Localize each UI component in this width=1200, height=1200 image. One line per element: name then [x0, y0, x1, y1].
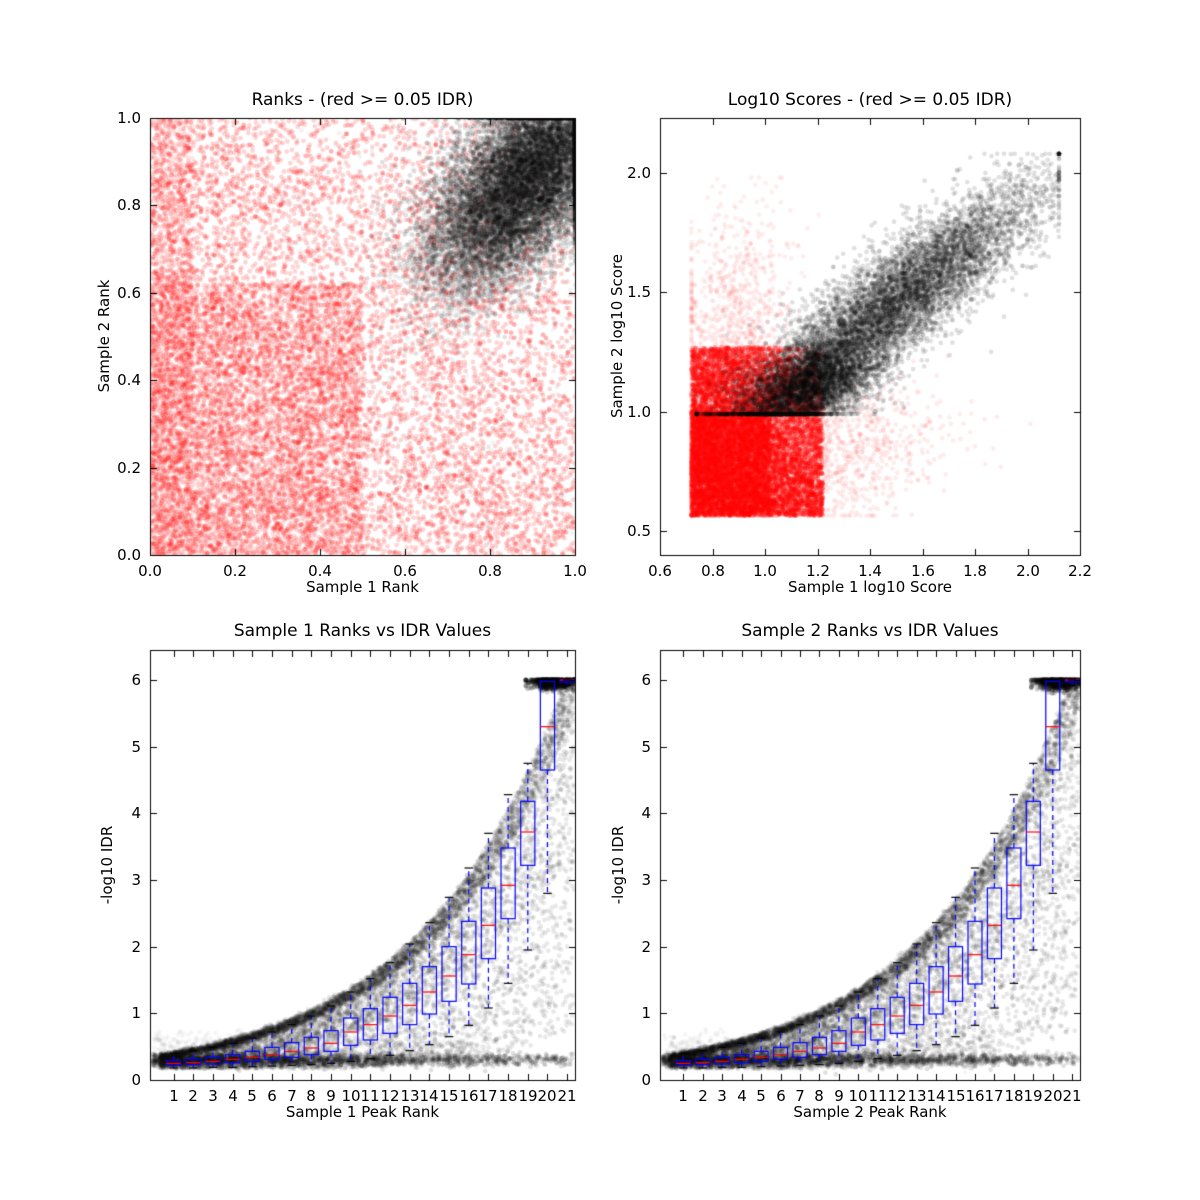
- y-tick-label: 0: [641, 1071, 651, 1089]
- x-tick-label: 5: [247, 1087, 257, 1105]
- x-tick-label: 3: [717, 1087, 727, 1105]
- x-tick-label: 11: [868, 1087, 888, 1105]
- scores-plot-title: Log10 Scores - (red >= 0.05 IDR): [727, 90, 1013, 110]
- x-tick-label: 8: [306, 1087, 316, 1105]
- x-tick-label: 13: [907, 1087, 927, 1105]
- y-tick-label: 2: [131, 938, 141, 956]
- y-tick-label: 0: [131, 1071, 141, 1089]
- x-tick-label: 1: [169, 1087, 179, 1105]
- x-tick-label: 4: [228, 1087, 238, 1105]
- x-tick-label: 0.8: [701, 562, 725, 580]
- x-tick-label: 15: [946, 1087, 966, 1105]
- sample2-idr-plot-title: Sample 2 Ranks vs IDR Values: [741, 621, 999, 641]
- x-tick-label: 9: [326, 1087, 336, 1105]
- x-tick-label: 16: [459, 1087, 479, 1105]
- x-tick-label: 0.2: [223, 562, 247, 580]
- y-tick-label: 6: [641, 671, 651, 689]
- sample2-idr-plot-xlabel: Sample 2 Peak Rank: [793, 1103, 947, 1121]
- x-tick-label: 13: [400, 1087, 420, 1105]
- x-tick-label: 20: [1043, 1087, 1063, 1105]
- x-tick-label: 5: [756, 1087, 766, 1105]
- sample1-idr-plot-xlabel: Sample 1 Peak Rank: [285, 1103, 440, 1121]
- ranks-plot-title: Ranks - (red >= 0.05 IDR): [251, 90, 474, 110]
- x-tick-label: 7: [287, 1087, 297, 1105]
- x-tick-label: 8: [814, 1087, 824, 1105]
- sample1-idr-plot-title: Sample 1 Ranks vs IDR Values: [233, 621, 492, 641]
- x-tick-label: 6: [776, 1087, 786, 1105]
- y-tick-label: 2: [641, 938, 651, 956]
- x-tick-label: 9: [834, 1087, 844, 1105]
- y-tick-label: 5: [641, 738, 651, 756]
- x-tick-label: 17: [984, 1087, 1004, 1105]
- x-tick-label: 14: [926, 1087, 946, 1105]
- x-tick-label: 18: [498, 1087, 518, 1105]
- y-tick-label: 6: [131, 671, 141, 689]
- y-tick-label: 4: [641, 804, 651, 822]
- x-tick-label: 1.8: [963, 562, 987, 580]
- y-tick-label: 0.4: [117, 371, 141, 389]
- x-tick-label: 21: [1062, 1087, 1082, 1105]
- x-tick-label: 2.2: [1068, 562, 1092, 580]
- x-tick-label: 1.4: [858, 562, 882, 580]
- y-tick-label: 1: [641, 1004, 651, 1022]
- y-tick-label: 4: [131, 804, 141, 822]
- x-tick-label: 20: [537, 1087, 557, 1105]
- x-tick-label: 21: [557, 1087, 577, 1105]
- ranks-plot-xlabel: Sample 1 Rank: [306, 578, 419, 596]
- y-tick-label: 0.2: [117, 459, 141, 477]
- x-tick-label: 16: [965, 1087, 985, 1105]
- x-tick-label: 2: [188, 1087, 198, 1105]
- x-tick-label: 18: [1004, 1087, 1024, 1105]
- y-tick-label: 1.0: [117, 109, 141, 127]
- sample2-idr-plot-ylabel: -log10 IDR: [609, 825, 627, 905]
- x-tick-label: 7: [795, 1087, 805, 1105]
- y-tick-label: 1.5: [627, 283, 651, 301]
- y-tick-label: 1.0: [627, 403, 651, 421]
- x-tick-label: 1.0: [563, 562, 587, 580]
- x-tick-label: 2.0: [1016, 562, 1040, 580]
- x-tick-label: 1.0: [753, 562, 777, 580]
- x-tick-label: 19: [518, 1087, 538, 1105]
- x-tick-label: 6: [267, 1087, 277, 1105]
- x-tick-label: 15: [439, 1087, 459, 1105]
- x-tick-label: 1.2: [806, 562, 830, 580]
- sample1-idr-plot-ylabel: -log10 IDR: [98, 825, 116, 905]
- x-tick-label: 10: [848, 1087, 868, 1105]
- y-tick-label: 3: [641, 871, 651, 889]
- y-tick-label: 0.6: [117, 284, 141, 302]
- x-tick-label: 0.0: [138, 562, 162, 580]
- y-tick-label: 1: [131, 1004, 141, 1022]
- y-tick-label: 2.0: [627, 164, 651, 182]
- scores-plot-ylabel: Sample 2 log10 Score: [608, 253, 626, 419]
- x-tick-label: 3: [208, 1087, 218, 1105]
- y-tick-label: 0.5: [627, 522, 651, 540]
- x-tick-label: 0.6: [648, 562, 672, 580]
- x-tick-label: 14: [419, 1087, 439, 1105]
- x-tick-label: 11: [360, 1087, 380, 1105]
- y-tick-label: 5: [131, 738, 141, 756]
- x-tick-label: 0.8: [478, 562, 502, 580]
- x-tick-label: 12: [380, 1087, 400, 1105]
- x-tick-label: 17: [478, 1087, 498, 1105]
- x-tick-label: 1.6: [911, 562, 935, 580]
- x-tick-label: 0.4: [308, 562, 332, 580]
- x-tick-label: 12: [887, 1087, 907, 1105]
- x-tick-label: 1: [678, 1087, 688, 1105]
- x-tick-label: 10: [341, 1087, 361, 1105]
- x-tick-label: 0.6: [393, 562, 417, 580]
- y-tick-label: 3: [131, 871, 141, 889]
- x-tick-label: 19: [1023, 1087, 1043, 1105]
- x-tick-label: 4: [737, 1087, 747, 1105]
- y-tick-label: 0.0: [117, 546, 141, 564]
- y-tick-label: 0.8: [117, 196, 141, 214]
- scores-plot-xlabel: Sample 1 log10 Score: [787, 578, 953, 596]
- x-tick-label: 2: [698, 1087, 708, 1105]
